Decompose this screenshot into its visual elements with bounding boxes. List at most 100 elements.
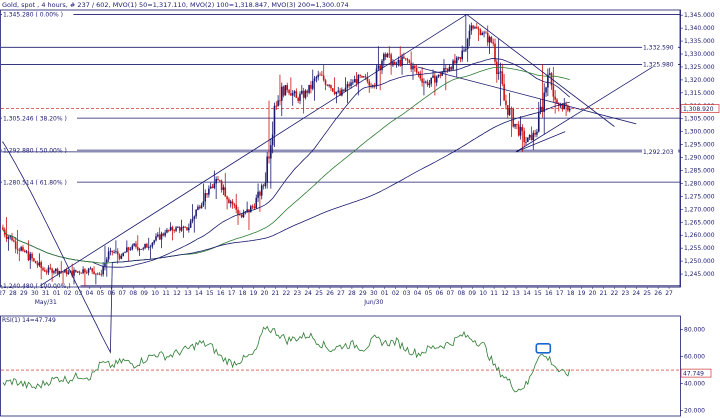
candle-body <box>410 62 412 70</box>
candle-body <box>100 274 103 275</box>
candle-body <box>288 89 290 94</box>
candle-body <box>126 247 128 253</box>
candle-body <box>42 268 44 271</box>
candle-body <box>322 75 325 81</box>
month-label: Jun/30 <box>363 299 383 306</box>
candle-body <box>224 187 227 197</box>
price-tick-label: 1,305.000 <box>684 116 715 123</box>
candle-body <box>386 53 389 58</box>
candle-body <box>516 123 518 125</box>
candle-body <box>525 142 527 143</box>
candle-body <box>209 186 212 189</box>
candle-body <box>89 268 92 270</box>
candle-body <box>319 74 321 76</box>
candle-body <box>260 185 263 196</box>
candle-body <box>348 84 351 86</box>
price-panel[interactable]: 1,345.000 1,340.000 1,335.000 1,330.000 1,32… <box>0 9 720 354</box>
candle-body <box>184 226 186 228</box>
candle-body <box>536 131 538 135</box>
candle-body <box>95 273 97 275</box>
candle-body <box>414 65 416 69</box>
candle-body <box>279 100 281 102</box>
candle-body <box>82 269 84 274</box>
candle-body <box>355 79 358 84</box>
candle-body <box>180 227 183 231</box>
candle-body <box>200 205 203 209</box>
candle-body <box>169 227 172 231</box>
candle-body <box>13 240 15 242</box>
candle-body <box>222 187 225 190</box>
candle-body <box>284 85 287 96</box>
candle-body <box>20 247 22 251</box>
rsi-value-label: 47.749 <box>683 370 704 377</box>
rsi-panel[interactable]: RSI(1) 14=47.749 80.000 60.000 40.000 20.00… <box>0 315 712 417</box>
candle-body <box>87 268 90 273</box>
candle-body <box>333 91 336 94</box>
time-tick-label: 29 <box>20 290 28 297</box>
candle-body <box>182 226 185 228</box>
time-tick-label: 30 <box>31 290 39 297</box>
candle-body <box>517 124 520 136</box>
candle-body <box>439 74 442 76</box>
candle-body <box>259 191 261 196</box>
candle-body <box>64 269 66 273</box>
time-tick-label: 18 <box>567 290 575 297</box>
candle-body <box>324 80 327 85</box>
candle-body <box>497 72 500 74</box>
price-tick-label: 1,290.000 <box>684 155 715 162</box>
candle-body <box>131 245 134 250</box>
candle-body <box>27 251 30 261</box>
candle-body <box>328 85 330 86</box>
candle-body <box>490 36 493 43</box>
candle-body <box>280 86 283 101</box>
candle-body <box>552 85 555 97</box>
candle-body <box>251 206 254 208</box>
level-label: 1,305.246 ( 38.20% ) <box>3 115 67 122</box>
mvo1-line <box>2 57 570 268</box>
candle-body <box>344 87 347 92</box>
price-tick-label: 1,260.000 <box>684 232 715 239</box>
candle-body <box>93 271 95 275</box>
candle-body <box>366 77 369 82</box>
candle-body <box>249 206 252 213</box>
level-label: 1,292.203 <box>643 149 674 156</box>
candle-body <box>415 68 418 73</box>
time-tick-label: 08 <box>129 290 137 297</box>
level-label: 1,325.980 <box>643 62 674 69</box>
candle-body <box>98 273 101 275</box>
candle-body <box>481 33 484 35</box>
rsi-label: RSI(1) 14=47.749 <box>2 317 56 324</box>
time-tick-label: 31 <box>42 290 50 297</box>
time-tick-label: 14 <box>523 290 531 297</box>
candle-body <box>301 90 303 94</box>
candle-body <box>455 57 458 64</box>
candle-body <box>508 108 511 115</box>
candle-body <box>317 74 320 78</box>
candle-body <box>293 91 296 94</box>
candle-body <box>477 28 480 30</box>
candle-body <box>31 253 33 259</box>
candle-body <box>361 75 363 78</box>
time-tick-label: 28 <box>348 290 356 297</box>
candle-body <box>428 83 431 86</box>
candle-body <box>457 57 460 58</box>
candle-body <box>368 81 371 86</box>
candle-body <box>149 246 152 248</box>
price-tick-label: 1,345.000 <box>684 12 715 19</box>
candle-body <box>38 262 41 266</box>
candle-body <box>393 61 396 65</box>
candle-body <box>253 206 256 209</box>
time-tick-label: 13 <box>512 290 520 297</box>
candle-body <box>231 201 234 205</box>
candle-body <box>424 81 427 83</box>
candle-body <box>561 104 564 110</box>
candle-body <box>147 246 150 248</box>
candle-body <box>248 209 250 213</box>
candle-body <box>25 251 28 253</box>
candle-body <box>505 100 507 106</box>
trendline-rise <box>40 14 467 287</box>
time-tick-label: 03 <box>403 290 411 297</box>
candle-body <box>11 236 13 241</box>
time-tick-label: 03 <box>75 290 83 297</box>
